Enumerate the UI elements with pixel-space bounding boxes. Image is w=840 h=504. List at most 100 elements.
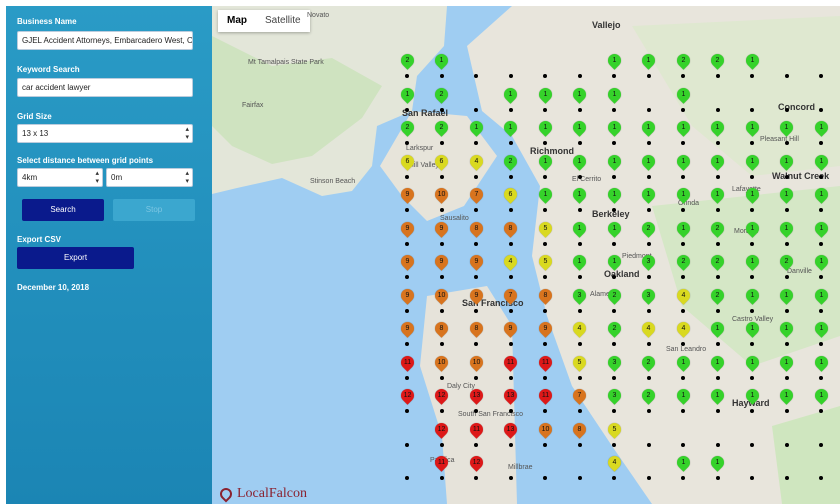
rank-pin[interactable]: 1 bbox=[535, 118, 555, 137]
rank-pin[interactable]: 4 bbox=[570, 319, 589, 338]
rank-pin[interactable]: 9 bbox=[397, 285, 417, 305]
rank-pin[interactable]: 2 bbox=[432, 118, 451, 137]
rank-pin[interactable]: 2 bbox=[397, 118, 417, 137]
rank-pin[interactable]: 1 bbox=[742, 252, 762, 271]
rank-pin[interactable]: 1 bbox=[811, 118, 831, 137]
rank-pin[interactable]: 1 bbox=[604, 185, 624, 204]
rank-pin[interactable]: 4 bbox=[673, 285, 693, 305]
rank-pin[interactable]: 1 bbox=[535, 84, 555, 104]
rank-pin[interactable]: 3 bbox=[639, 252, 658, 271]
rank-pin[interactable]: 2 bbox=[639, 352, 658, 372]
rank-pin[interactable]: 11 bbox=[501, 352, 520, 372]
rank-pin[interactable]: 2 bbox=[501, 151, 520, 171]
rank-pin[interactable]: 8 bbox=[535, 285, 555, 305]
rank-pin[interactable]: 13 bbox=[501, 419, 520, 439]
rank-pin[interactable]: 1 bbox=[604, 252, 624, 271]
rank-pin[interactable]: 1 bbox=[811, 352, 831, 372]
rank-pin[interactable]: 8 bbox=[432, 319, 451, 338]
export-button[interactable]: Export bbox=[17, 247, 134, 269]
rank-pin[interactable]: 1 bbox=[811, 285, 831, 305]
rank-pin[interactable]: 4 bbox=[501, 252, 520, 271]
rank-pin[interactable]: 2 bbox=[708, 285, 727, 305]
rank-pin[interactable]: 1 bbox=[604, 218, 624, 238]
tab-satellite[interactable]: Satellite bbox=[265, 15, 301, 26]
rank-pin[interactable]: 1 bbox=[604, 151, 624, 171]
rank-pin[interactable]: 1 bbox=[639, 51, 658, 70]
rank-pin[interactable]: 10 bbox=[432, 285, 451, 305]
rank-pin[interactable]: 9 bbox=[397, 319, 417, 338]
rank-pin[interactable]: 9 bbox=[397, 185, 417, 204]
rank-pin[interactable]: 9 bbox=[466, 285, 486, 305]
rank-pin[interactable]: 1 bbox=[570, 185, 589, 204]
grid-size-select[interactable]: 13 x 13 ▴ ▾ bbox=[17, 124, 193, 143]
rank-pin[interactable]: 2 bbox=[604, 285, 624, 305]
rank-pin[interactable]: 8 bbox=[501, 218, 520, 238]
rank-pin[interactable]: 5 bbox=[535, 218, 555, 238]
rank-pin[interactable]: 5 bbox=[604, 419, 624, 439]
rank-pin[interactable]: 1 bbox=[535, 151, 555, 171]
rank-pin[interactable]: 10 bbox=[535, 419, 555, 439]
rank-pin[interactable]: 1 bbox=[639, 151, 658, 171]
rank-pin[interactable]: 1 bbox=[604, 118, 624, 137]
rank-pin[interactable]: 1 bbox=[570, 151, 589, 171]
rank-pin[interactable]: 1 bbox=[811, 386, 831, 405]
rank-pin[interactable]: 1 bbox=[708, 319, 727, 338]
rank-pin[interactable]: 11 bbox=[535, 352, 555, 372]
rank-pin[interactable]: 8 bbox=[570, 419, 589, 439]
distance-select[interactable]: 4km ▴ ▾ bbox=[17, 168, 103, 187]
rank-pin[interactable]: 1 bbox=[811, 151, 831, 171]
rank-pin[interactable]: 1 bbox=[673, 185, 693, 204]
rank-pin[interactable]: 1 bbox=[742, 151, 762, 171]
rank-pin[interactable]: 13 bbox=[466, 386, 486, 405]
rank-pin[interactable]: 1 bbox=[570, 118, 589, 137]
rank-pin[interactable]: 1 bbox=[432, 51, 451, 70]
tab-map[interactable]: Map bbox=[227, 15, 247, 26]
rank-pin[interactable]: 10 bbox=[432, 185, 451, 204]
stop-button[interactable]: Stop bbox=[113, 199, 195, 221]
rank-pin[interactable]: 1 bbox=[604, 84, 624, 104]
rank-pin[interactable]: 1 bbox=[811, 218, 831, 238]
rank-pin[interactable]: 2 bbox=[708, 218, 727, 238]
rank-pin[interactable]: 1 bbox=[742, 386, 762, 405]
offset-select[interactable]: 0m ▴ ▾ bbox=[106, 168, 193, 187]
rank-pin[interactable]: 1 bbox=[777, 319, 796, 338]
rank-pin[interactable]: 5 bbox=[535, 252, 555, 271]
rank-pin[interactable]: 9 bbox=[432, 218, 451, 238]
rank-pin[interactable]: 6 bbox=[501, 185, 520, 204]
map-view[interactable]: Map Satellite Mt Tamalpais State Park Fa… bbox=[212, 6, 840, 504]
rank-pin[interactable]: 1 bbox=[708, 352, 727, 372]
rank-pin[interactable]: 3 bbox=[604, 386, 624, 405]
rank-pin[interactable]: 1 bbox=[742, 285, 762, 305]
rank-pin[interactable]: 1 bbox=[742, 118, 762, 137]
rank-pin[interactable]: 1 bbox=[570, 218, 589, 238]
rank-pin[interactable]: 11 bbox=[397, 352, 417, 372]
rank-pin[interactable]: 1 bbox=[535, 185, 555, 204]
rank-pin[interactable]: 2 bbox=[432, 84, 451, 104]
rank-pin[interactable]: 1 bbox=[639, 185, 658, 204]
rank-pin[interactable]: 1 bbox=[777, 118, 796, 137]
rank-pin[interactable]: 1 bbox=[742, 218, 762, 238]
rank-pin[interactable]: 1 bbox=[673, 386, 693, 405]
rank-pin[interactable]: 1 bbox=[501, 118, 520, 137]
rank-pin[interactable]: 8 bbox=[466, 218, 486, 238]
rank-pin[interactable]: 2 bbox=[604, 319, 624, 338]
rank-pin[interactable]: 4 bbox=[604, 453, 624, 472]
rank-pin[interactable]: 2 bbox=[673, 252, 693, 271]
rank-pin[interactable]: 12 bbox=[466, 453, 486, 472]
rank-pin[interactable]: 2 bbox=[708, 51, 727, 70]
rank-pin[interactable]: 1 bbox=[777, 386, 796, 405]
rank-pin[interactable]: 1 bbox=[466, 118, 486, 137]
rank-pin[interactable]: 1 bbox=[742, 185, 762, 204]
rank-pin[interactable]: 12 bbox=[432, 386, 451, 405]
rank-pin[interactable]: 9 bbox=[466, 252, 486, 271]
rank-pin[interactable]: 1 bbox=[708, 185, 727, 204]
rank-pin[interactable]: 1 bbox=[570, 84, 589, 104]
rank-pin[interactable]: 8 bbox=[466, 319, 486, 338]
rank-pin[interactable]: 2 bbox=[639, 218, 658, 238]
rank-pin[interactable]: 13 bbox=[501, 386, 520, 405]
rank-pin[interactable]: 1 bbox=[397, 84, 417, 104]
rank-pin[interactable]: 1 bbox=[708, 386, 727, 405]
search-button[interactable]: Search bbox=[22, 199, 104, 221]
rank-pin[interactable]: 1 bbox=[673, 453, 693, 472]
rank-pin[interactable]: 9 bbox=[535, 319, 555, 338]
